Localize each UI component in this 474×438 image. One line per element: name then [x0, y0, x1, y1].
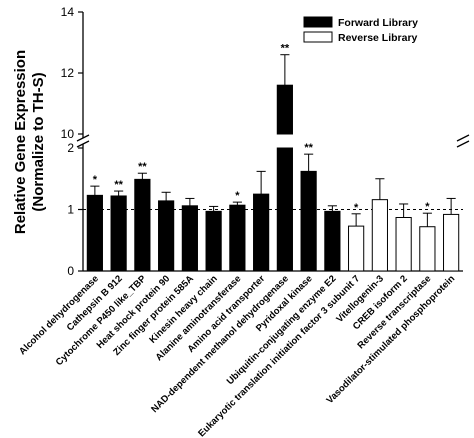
significance-marker: ** [304, 142, 313, 154]
y-tick-label: 2 [67, 141, 74, 155]
bar [443, 213, 460, 272]
bar [158, 200, 175, 272]
legend: Forward Library Reverse Library [303, 16, 418, 44]
legend-swatch [303, 16, 333, 28]
bar [395, 216, 412, 272]
legend-label: Forward Library [338, 17, 418, 29]
y-axis-title-line1: Relative Gene Expression [12, 50, 29, 234]
bar [276, 84, 293, 135]
bar [86, 194, 103, 272]
y-tick-label: 12 [61, 66, 75, 80]
bar [300, 170, 317, 272]
significance-marker: * [235, 190, 240, 202]
bars [86, 84, 460, 272]
axis-break-mark-left [76, 134, 90, 142]
bar [419, 226, 436, 272]
legend-label: Reverse Library [338, 32, 418, 44]
significance-marker: * [354, 202, 359, 214]
bar [348, 225, 365, 272]
legend-swatch [303, 31, 333, 43]
y-tick-label: 1 [67, 203, 74, 217]
significance-marker: ** [114, 179, 123, 191]
significance-markers: * ********** * [93, 43, 431, 214]
axis-break-mark-left [76, 140, 90, 148]
axis-break-mark-right [456, 140, 470, 148]
bar [110, 195, 127, 272]
error-bars [90, 54, 456, 227]
y-tick-label: 0 [67, 264, 74, 278]
bar [205, 210, 222, 272]
significance-marker: * [425, 201, 430, 213]
axis-break-mark-right [456, 134, 470, 142]
bar [181, 205, 198, 272]
bar [253, 193, 270, 272]
y-tick-label: 10 [61, 127, 75, 141]
bar [134, 178, 151, 272]
significance-marker: ** [138, 161, 147, 173]
bar [371, 199, 388, 272]
bar [276, 147, 293, 272]
bar [324, 210, 341, 272]
x-tick-label: Cytochrome P450 like_TBP [54, 273, 149, 368]
significance-marker: * [93, 174, 98, 186]
y-axis-title-line2: (Normalize to TH-S) [30, 72, 47, 211]
y-tick-label: 14 [61, 5, 75, 19]
bar [229, 204, 246, 272]
significance-marker: ** [281, 43, 290, 55]
